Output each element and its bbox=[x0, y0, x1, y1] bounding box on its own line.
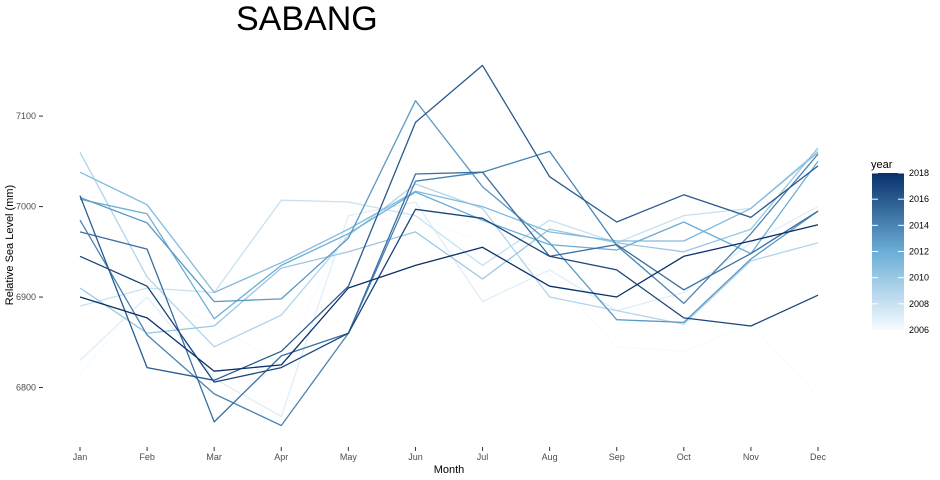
series-line-2008 bbox=[79, 150, 819, 307]
series-line-2018 bbox=[79, 224, 819, 372]
x-tick-label: Apr bbox=[274, 452, 288, 462]
x-tick-label: Dec bbox=[810, 452, 827, 462]
y-tick-label: 6800 bbox=[16, 383, 36, 393]
legend-title: year bbox=[871, 159, 893, 171]
x-tick-label: Jul bbox=[477, 452, 489, 462]
series-line-2015 bbox=[79, 171, 819, 423]
series-line-2009 bbox=[79, 151, 819, 348]
series-line-2010 bbox=[79, 147, 819, 334]
series-line-2012 bbox=[79, 160, 819, 320]
x-tick-label: Jan bbox=[73, 452, 88, 462]
y-axis: 6800 6900 7000 7100 bbox=[16, 111, 43, 393]
x-tick-label: Sep bbox=[609, 452, 625, 462]
legend-tick-label: 2010 bbox=[909, 273, 929, 283]
y-axis-title: Relative Sea Level (mm) bbox=[4, 185, 16, 305]
series-line-2011 bbox=[79, 151, 819, 294]
x-tick-label: May bbox=[340, 452, 358, 462]
legend-tick-label: 2008 bbox=[909, 299, 929, 309]
chart-title: SABANG bbox=[236, 0, 378, 38]
x-axis: Jan Feb Mar Apr May Jun Jul Aug Sep Oct Nov Dec bbox=[73, 447, 827, 462]
series-line-2007 bbox=[79, 201, 819, 418]
x-tick-label: Jun bbox=[408, 452, 423, 462]
x-tick-label: Mar bbox=[206, 452, 222, 462]
series-group bbox=[79, 64, 819, 427]
y-tick-label: 7000 bbox=[16, 202, 36, 212]
x-tick-label: Feb bbox=[139, 452, 155, 462]
series-line-2014 bbox=[79, 150, 819, 427]
legend-tick-label: 2006 bbox=[909, 325, 929, 335]
series-line-2016 bbox=[79, 64, 819, 381]
legend-tick-label: 2016 bbox=[909, 194, 929, 204]
y-tick-label: 7100 bbox=[16, 111, 36, 121]
legend-tick-label: 2018 bbox=[909, 168, 929, 178]
x-tick-label: Nov bbox=[743, 452, 760, 462]
x-axis-title: Month bbox=[434, 464, 465, 476]
x-tick-label: Aug bbox=[542, 452, 558, 462]
series-line-2006 bbox=[79, 214, 819, 398]
series-line-2017 bbox=[79, 208, 819, 383]
legend-ticks: 2006 2008 2010 2012 2014 2016 2018 bbox=[872, 168, 929, 335]
y-tick-label: 6900 bbox=[16, 292, 36, 302]
legend-tick-label: 2012 bbox=[909, 247, 929, 257]
legend: year 2006 2008 2010 2012 2014 2016 2018 bbox=[871, 159, 929, 335]
x-tick-label: Oct bbox=[677, 452, 692, 462]
series-line-2013 bbox=[79, 100, 819, 324]
legend-tick-label: 2014 bbox=[909, 220, 929, 230]
